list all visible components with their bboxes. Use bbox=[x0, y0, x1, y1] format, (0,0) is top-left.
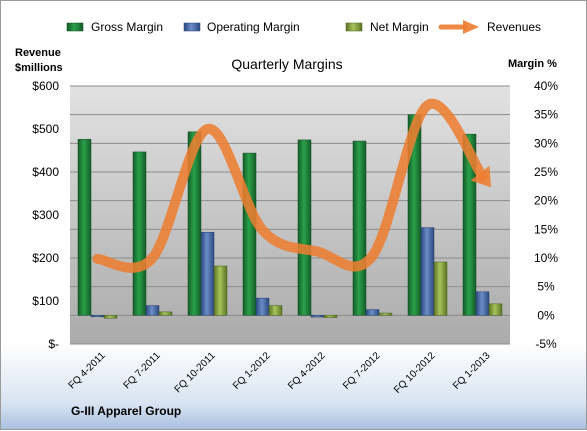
left-axis-ticks: $- $100 $200 $300 $400 $500 $600 bbox=[32, 79, 59, 351]
net-margin-bar bbox=[489, 304, 502, 315]
right-tick-label: -5% bbox=[535, 337, 557, 351]
right-tick-label: 25% bbox=[534, 165, 558, 179]
net-margin-bar bbox=[214, 266, 227, 315]
right-tick-label: 20% bbox=[534, 194, 558, 208]
category-label: FQ 7-2011 bbox=[122, 350, 163, 391]
category-label: FQ 7-2012 bbox=[341, 350, 383, 392]
left-tick-label: $600 bbox=[32, 79, 59, 93]
operating-margin-bar bbox=[146, 306, 159, 316]
category-label: FQ 1-2013 bbox=[451, 350, 493, 392]
left-tick-label: $300 bbox=[32, 208, 59, 222]
left-tick-label: $500 bbox=[32, 122, 59, 136]
right-axis-title: Margin % bbox=[508, 58, 557, 70]
left-axis-title-line2: $millions bbox=[15, 62, 63, 74]
operating-margin-bar bbox=[256, 298, 269, 315]
gross-margin-bar bbox=[78, 139, 91, 315]
right-tick-label: 5% bbox=[537, 280, 555, 294]
left-tick-label: $100 bbox=[32, 294, 59, 308]
category-label: FQ 4-2011 bbox=[67, 350, 108, 391]
operating-margin-bar bbox=[311, 315, 324, 317]
legend-label-gross-margin: Gross Margin bbox=[91, 20, 163, 34]
legend-item-gross-margin: Gross Margin bbox=[67, 20, 163, 34]
right-tick-label: 35% bbox=[534, 108, 558, 122]
category-label: FQ 1-2012 bbox=[231, 350, 273, 392]
gross-margin-bar bbox=[353, 141, 366, 315]
company-label: G-III Apparel Group bbox=[71, 404, 181, 418]
net-margin-bar bbox=[269, 306, 282, 316]
net-margin-bar bbox=[159, 312, 172, 315]
left-tick-label: $200 bbox=[32, 251, 59, 265]
gross-margin-bar bbox=[133, 152, 146, 315]
right-axis-ticks: -5% 0% 5% 10% 15% 20% 25% 30% 35% 40% bbox=[534, 79, 558, 351]
net-margin-bar bbox=[434, 262, 447, 315]
operating-margin-bar bbox=[91, 315, 104, 317]
category-label: FQ 10-2012 bbox=[392, 350, 438, 396]
right-tick-label: 10% bbox=[534, 251, 558, 265]
left-axis-title-line1: Revenue bbox=[15, 47, 61, 59]
right-tick-label: 30% bbox=[534, 136, 558, 150]
category-label: FQ 10-2011 bbox=[173, 350, 218, 395]
left-tick-label: $- bbox=[48, 337, 59, 351]
gross-margin-bar bbox=[298, 140, 311, 315]
legend-item-net-margin: Net Margin bbox=[346, 20, 429, 34]
net-margin-bar bbox=[104, 315, 117, 318]
net-margin-bar bbox=[324, 315, 337, 317]
legend-item-revenues: Revenues bbox=[441, 20, 541, 34]
right-tick-label: 15% bbox=[534, 222, 558, 236]
legend: Gross Margin Operating Margin Net Margin… bbox=[67, 20, 541, 34]
right-tick-label: 0% bbox=[537, 308, 555, 322]
legend-label-revenues: Revenues bbox=[487, 20, 541, 34]
legend-item-operating-margin: Operating Margin bbox=[184, 20, 300, 34]
gross-margin-bar bbox=[243, 153, 256, 315]
chart-title: Quarterly Margins bbox=[231, 56, 342, 72]
operating-margin-bar bbox=[476, 292, 489, 316]
net-margin-bar bbox=[379, 313, 392, 315]
legend-label-net-margin: Net Margin bbox=[370, 20, 429, 34]
operating-margin-bar bbox=[201, 232, 214, 315]
left-tick-label: $400 bbox=[32, 165, 59, 179]
right-tick-label: 40% bbox=[534, 79, 558, 93]
operating-margin-bar bbox=[366, 310, 379, 316]
category-label: FQ 4-2012 bbox=[286, 350, 328, 392]
operating-margin-bar bbox=[421, 228, 434, 316]
legend-label-operating-margin: Operating Margin bbox=[207, 20, 300, 34]
